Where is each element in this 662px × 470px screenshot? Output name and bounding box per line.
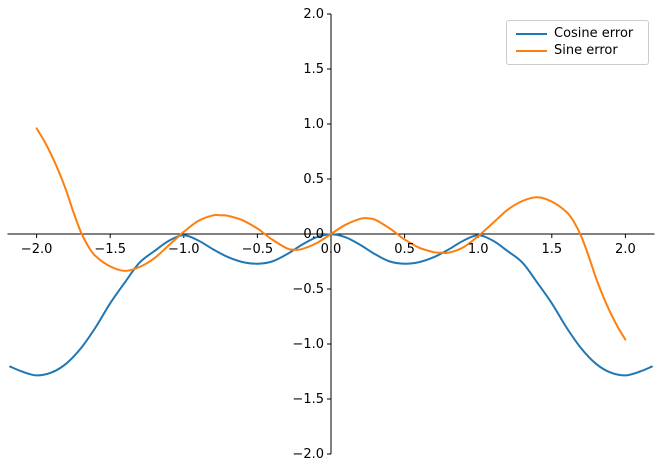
- x-tick-label: −1.0: [168, 242, 200, 257]
- legend-line-sample: [516, 32, 547, 35]
- y-tick-label: −2.0: [292, 446, 324, 462]
- x-tick-label: −0.5: [241, 242, 274, 257]
- y-tick-label: −1.0: [292, 336, 324, 352]
- x-tick-label: 0.5: [394, 242, 415, 257]
- legend-entry: Sine error: [516, 43, 640, 59]
- legend-label: Sine error: [554, 43, 618, 59]
- y-tick-label: 1.5: [303, 61, 324, 77]
- y-tick-label: 0.5: [303, 171, 324, 187]
- x-tick-label: 1.5: [541, 242, 563, 257]
- y-tick-label: 2.0: [303, 6, 324, 22]
- x-tick-label: 0.0: [320, 242, 342, 257]
- x-tick-label: −1.5: [94, 242, 126, 257]
- y-tick-label: −1.5: [292, 391, 324, 407]
- y-tick-label: −0.5: [292, 281, 324, 297]
- legend-line-sample: [516, 50, 547, 53]
- legend: Cosine error Sine error: [506, 20, 649, 65]
- y-tick-label: 0.0: [303, 226, 324, 242]
- y-tick-label: 1.0: [303, 116, 324, 132]
- x-tick-label: 1.0: [467, 242, 489, 257]
- legend-entry: Cosine error: [516, 26, 640, 42]
- legend-label: Cosine error: [554, 25, 634, 41]
- x-tick-label: 2.0: [615, 242, 636, 257]
- sine-error-line: [35, 127, 627, 341]
- x-tick-label: −2.0: [20, 242, 53, 257]
